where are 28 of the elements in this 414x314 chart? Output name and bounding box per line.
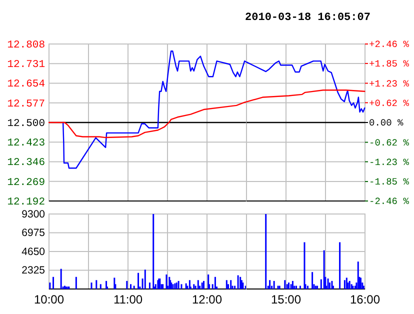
y-tick-label: 12.500 (7, 118, 45, 130)
y-tick-label: 12.269 (7, 176, 45, 189)
y-tick-label: 2325 (22, 264, 46, 277)
y-tick-label: 12.192 (7, 196, 45, 208)
y2-tick-label: -1.85 % (369, 176, 410, 188)
y-tick-label: 6975 (22, 227, 46, 240)
x-tick-label: 16:00 (350, 292, 380, 307)
x-tick-label: 12:00 (192, 292, 222, 307)
y2-tick-label: -2.46 % (369, 196, 410, 208)
y-tick-label: 4650 (22, 246, 46, 258)
y-tick-label: 9300 (22, 208, 46, 220)
y-tick-label: 12.731 (7, 58, 45, 71)
y2-tick-label: +1.85 % (369, 58, 410, 70)
y2-tick-label: +1.23 % (369, 78, 410, 90)
y-tick-label: 12.577 (7, 98, 45, 110)
y2-tick-label: -1.23 % (369, 156, 410, 168)
y2-tick-label: +2.46 % (369, 39, 410, 50)
y-tick-label: 12.423 (7, 137, 45, 150)
y2-tick-label: 0.00 % (369, 118, 404, 129)
y-tick-label: 12.346 (7, 157, 45, 170)
y2-tick-label: +0.62 % (369, 98, 410, 109)
chart-title: 2010-03-18 16:05:07 (245, 12, 370, 24)
x-tick-label: 15:00 (270, 292, 302, 307)
y-tick-label: 12.654 (7, 78, 45, 91)
x-tick-label: 10:00 (34, 292, 64, 307)
y-tick-label: 12.808 (7, 39, 45, 52)
x-tick-label: 11:00 (113, 292, 143, 307)
y2-tick-label: -0.62 % (369, 137, 410, 148)
